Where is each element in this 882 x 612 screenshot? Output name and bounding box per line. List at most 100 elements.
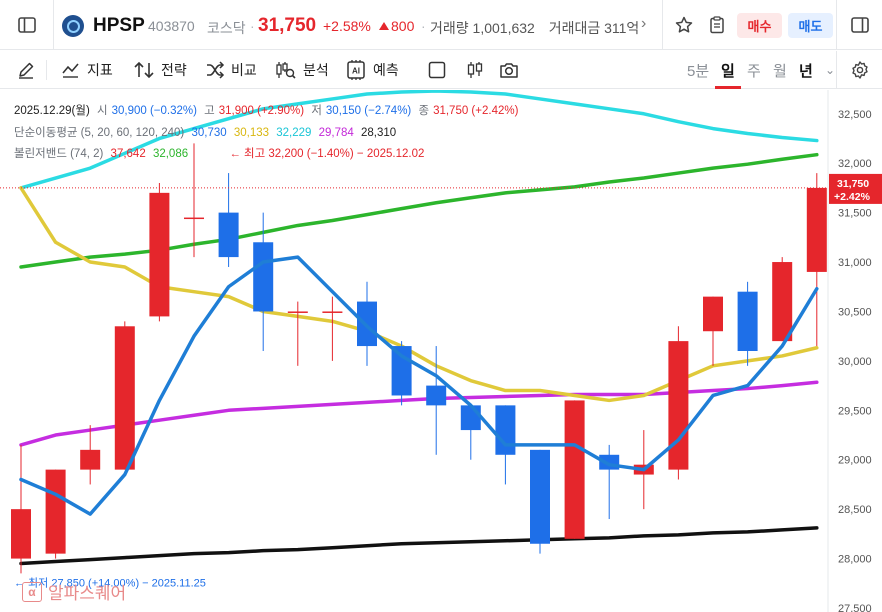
candle-down [426,385,447,406]
close-value: 31,750 (+2.42%) [433,105,519,117]
price-chart[interactable]: 32,500 32,000 31,500 31,000 30,500 30,000 29,5… [0,90,882,612]
candle-up [772,262,793,342]
market-label: 코스닥 [207,20,246,36]
low-value: 30,150 (−2.74%) [325,105,412,117]
compare-label: 비교 [231,62,257,78]
ma5-line [19,255,819,516]
y-axis-tick-label: 30,000 [838,356,872,368]
drawing-tool-button[interactable] [16,51,42,89]
candle-down [530,449,550,544]
y-axis-tick-label: 32,000 [838,158,872,170]
candle-up [668,341,689,470]
square-icon [428,61,446,79]
candle-up [149,192,170,317]
panel-right-icon [850,17,869,33]
compare-button[interactable]: 비교 [205,51,257,89]
low-annotation: ← 최저 27,850 (+14.00%) − 2025.11.25 [14,576,206,589]
separator-dot: · [250,18,255,34]
last-price-badge [829,173,882,204]
y-axis-tick-label: 29,500 [838,405,872,417]
ma5-value: 30,730 [191,127,227,139]
ohlc-info-line: 2025.12.29(월) 시 30,900 (−0.32%) 고 31,900 (… [14,102,522,118]
ma240-line [19,526,819,566]
info-date: 2025.12.29(월) [14,105,90,117]
forecast-button[interactable]: AI 예측 [345,51,399,89]
pencil-icon [19,62,34,79]
y-axis-tick-label: 28,500 [838,504,872,516]
close-label: 종 [418,105,430,117]
ma120-value: 29,784 [318,127,354,139]
candle-up [11,509,31,559]
trend-line-icon [62,63,79,78]
stock-name[interactable]: HPSP [93,15,145,36]
analysis-button[interactable]: 분석 [275,51,329,89]
strategy-label: 전략 [161,62,187,78]
favorite-button[interactable] [672,13,696,37]
chart-toolbar: 지표 전략 비교 분석 [0,51,882,89]
bb-label: 볼린저밴드 (74, 2) [14,148,104,160]
up-triangle-icon [379,22,389,30]
ma60-value: 32,229 [276,127,312,139]
stock-code: 403870 [148,18,195,34]
last-price-change-label: +2.42% [834,191,871,203]
low-label: 저 [311,105,322,117]
chart-settings-button[interactable] [836,51,882,89]
memo-button[interactable] [705,13,729,37]
candle-up [80,449,101,470]
candle-up [322,311,343,313]
bb-upper-value: 37,642 [110,148,146,160]
ma-label: 단순이동평균 (5, 20, 60, 120, 240) [14,127,185,139]
ai-badge: AI [352,67,360,76]
header-divider [662,0,663,50]
ma20-value: 30,133 [233,127,270,139]
candle-up [564,400,585,539]
chevron-right-icon[interactable]: › [641,15,647,32]
y-axis-tick-label: 29,000 [838,455,872,467]
y-axis-tick-label: 31,000 [838,257,872,269]
stock-logo-icon [62,15,84,37]
period-week-tab[interactable]: 주 [747,62,761,80]
candle-up [806,187,827,272]
stock-header: HPSP 403870 코스닥 · 31,750 +2.58% 800 · 거래… [0,0,882,50]
period-month-tab[interactable]: 월 [773,62,787,80]
panel-left-icon [17,17,36,33]
moving-average-info-line: 단순이동평균 (5, 20, 60, 120, 240) 30,730 30,1… [14,124,400,140]
checkbox-button[interactable] [427,51,453,89]
alphasquare-watermark: α 알파스퀘어 [22,579,126,604]
last-price-label: 31,750 [837,178,869,190]
y-axis-tick-label: 31,500 [838,208,872,220]
high-value: 31,900 (+2.90%) [218,105,305,117]
candle-down [218,212,239,258]
high-label: 고 [204,105,215,117]
current-price: 31,750 [258,15,317,36]
period-5min-tab[interactable]: 5분 [687,62,710,80]
candlestick-chart-canvas[interactable]: 32,500 32,000 31,500 31,000 30,500 30,000 29,5… [0,90,882,612]
right-panel-toggle-button[interactable] [836,0,882,50]
trading-amount-text: 거래대금 311억 [548,20,640,36]
volume-text: 거래량 1,001,632 [430,20,535,36]
star-icon [675,16,693,33]
bollinger-mid-line [19,152,819,269]
screenshot-button[interactable] [498,51,526,89]
bb-mid-value: 32,086 [152,148,189,160]
sidebar-toggle-button[interactable] [0,0,54,50]
period-year-tab[interactable]: 년 [799,62,813,80]
ma20-line [19,186,819,403]
toolbar-divider [46,60,47,80]
period-dropdown-chevron-icon[interactable]: ⌄ [825,63,836,77]
buy-button[interactable]: 매수 [737,13,782,38]
indicator-label: 지표 [87,62,113,78]
sell-button[interactable]: 매도 [788,13,833,38]
candle-up [184,217,204,220]
period-day-tab[interactable]: 일 [715,51,741,89]
change-amount: 800 [379,18,414,34]
candle-type-button[interactable] [465,51,491,89]
shuffle-icon [207,61,225,79]
watermark-text: 알파스퀘어 [48,584,127,603]
indicator-button[interactable]: 지표 [61,51,113,89]
alphasquare-logo-icon: α [22,581,42,602]
candle-up [287,311,308,313]
strategy-button[interactable]: 전략 [133,51,187,89]
high-annotation: ← 최고 32,200 (−1.40%) − 2025.12.02 [229,148,425,160]
camera-icon [500,63,518,78]
